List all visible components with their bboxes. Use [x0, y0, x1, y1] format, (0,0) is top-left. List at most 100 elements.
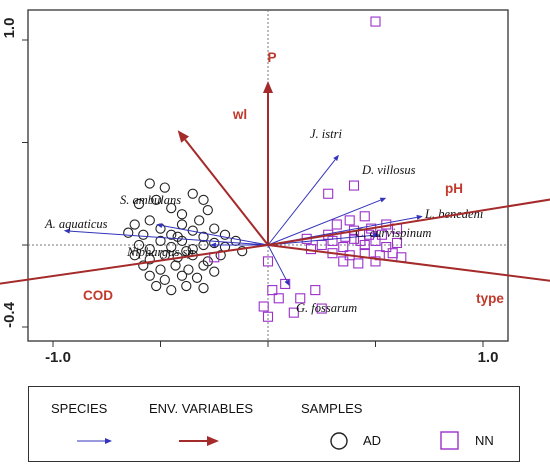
sample-point-ad — [166, 229, 177, 240]
species-label-s-ambulans: S. ambulans — [120, 193, 181, 207]
legend-species-label: SPECIES — [51, 401, 108, 416]
sample-point-nn — [381, 242, 392, 253]
species-label-c-curvispinum: C. curvispinum — [355, 226, 431, 240]
sample-point-nn — [353, 258, 364, 269]
env-label-cod: COD — [83, 288, 113, 303]
sample-point-ad — [133, 198, 145, 210]
env-arrow-type — [267, 244, 550, 282]
sample-point-ad — [187, 243, 198, 255]
sample-point-nn — [344, 215, 355, 226]
legend-env-label: ENV. VARIABLES — [149, 401, 254, 416]
env-arrows-group: Pwl pH COD type — [0, 50, 550, 306]
species-arrow-s-ambulans — [156, 223, 269, 246]
legend-ad-label: AD — [363, 433, 382, 448]
sample-point-ad — [191, 272, 203, 283]
sample-point-ad — [237, 245, 248, 257]
legend: SPECIES ENV. VARIABLES SAMPLES AD NN — [28, 386, 520, 462]
env-arrow-icon — [179, 436, 219, 446]
species-label-j-istri: J. istri — [310, 127, 342, 141]
sample-point-nn — [363, 229, 375, 240]
samples-ad-group — [123, 178, 248, 296]
sample-point-nn — [295, 293, 306, 304]
env-arrow-cod — [0, 244, 269, 285]
sample-point-ad — [129, 219, 140, 230]
sample-point-nn — [267, 285, 278, 296]
species-label-a-aquaticus: A. aquaticus — [44, 217, 108, 231]
sample-point-ad — [198, 282, 209, 294]
sample-point-ad — [155, 235, 166, 247]
species-label-g-fossarum: G. fossarum — [296, 301, 357, 315]
sample-point-ad — [230, 235, 241, 247]
sample-point-ad — [144, 215, 155, 226]
nn-square-icon — [440, 431, 459, 450]
sample-point-ad — [209, 237, 220, 249]
sample-point-nn — [258, 301, 269, 312]
species-arrow-c-curvispinum — [267, 232, 380, 246]
sample-point-nn — [370, 16, 381, 27]
sample-point-nn — [396, 252, 407, 263]
sample-point-ad — [170, 260, 181, 271]
sample-point-ad — [202, 204, 213, 216]
env-arrow-wl — [177, 130, 269, 246]
sample-point-ad — [144, 270, 155, 281]
axis-ticks — [22, 39, 484, 347]
ad-circle-icon — [330, 432, 348, 450]
env-label-p: P — [267, 50, 276, 65]
sample-point-nn — [280, 278, 291, 290]
sample-point-ad — [176, 270, 188, 281]
sample-point-ad — [159, 182, 170, 193]
sample-point-nn — [370, 256, 381, 267]
sample-point-ad — [123, 227, 134, 238]
sample-point-nn — [262, 256, 274, 267]
sample-point-ad — [138, 260, 149, 271]
sample-point-ad — [187, 188, 198, 199]
sample-point-ad — [176, 219, 188, 230]
sample-point-ad — [166, 284, 177, 296]
sample-point-ad — [215, 250, 226, 261]
sample-point-ad — [198, 231, 209, 242]
sample-point-ad — [166, 241, 177, 253]
sample-point-ad — [144, 243, 155, 255]
sample-point-nn — [310, 285, 321, 296]
sample-point-nn — [331, 219, 342, 230]
sample-point-nn — [387, 248, 398, 259]
sample-point-nn — [391, 237, 403, 248]
sample-point-nn — [348, 180, 360, 191]
sample-point-ad — [181, 280, 192, 292]
sample-point-nn — [316, 303, 327, 314]
sample-point-ad — [181, 245, 192, 257]
species-arrow-d-villosus — [267, 197, 387, 246]
legend-nn-label: NN — [475, 433, 494, 448]
sample-point-nn — [338, 256, 349, 267]
sample-point-ad — [151, 194, 162, 206]
sample-point-ad — [198, 194, 209, 206]
sample-point-nn — [262, 311, 274, 322]
sample-point-nn — [338, 242, 349, 253]
sample-point-ad — [138, 229, 149, 240]
sample-point-ad — [183, 264, 194, 275]
sample-point-nn — [273, 293, 284, 304]
species-arrow-a-aquaticus — [63, 228, 269, 246]
sample-point-ad — [144, 254, 155, 265]
ordination-plot: 1.0 -0.4 -1.0 1.0 J. istri D. villosus S. … — [0, 9, 550, 366]
sample-point-ad — [219, 229, 231, 240]
env-arrow-ph — [267, 198, 550, 246]
species-arrow-g-fossarum — [267, 244, 290, 286]
sample-point-ad — [172, 231, 183, 242]
sample-point-ad — [159, 274, 170, 285]
species-label-d-villosus: D. villosus — [361, 163, 416, 177]
sample-point-ad — [151, 280, 162, 292]
legend-samples-label: SAMPLES — [301, 401, 363, 416]
y-tick-label-top: 1.0 — [1, 18, 18, 39]
species-arrow-niphargus-sp — [209, 242, 268, 248]
x-tick-label-right: 1.0 — [478, 349, 499, 366]
y-tick-label-bottom: -0.4 — [1, 301, 18, 328]
sample-point-ad — [176, 209, 188, 220]
env-label-ph: pH — [445, 181, 463, 196]
sample-point-ad — [194, 215, 205, 226]
sample-point-nn — [288, 307, 299, 318]
species-arrow-icon — [77, 438, 112, 444]
x-tick-label-left: -1.0 — [45, 349, 71, 366]
species-label-niphargus-sp: Niphargus sp. — [126, 245, 197, 259]
sample-point-ad — [155, 264, 166, 275]
